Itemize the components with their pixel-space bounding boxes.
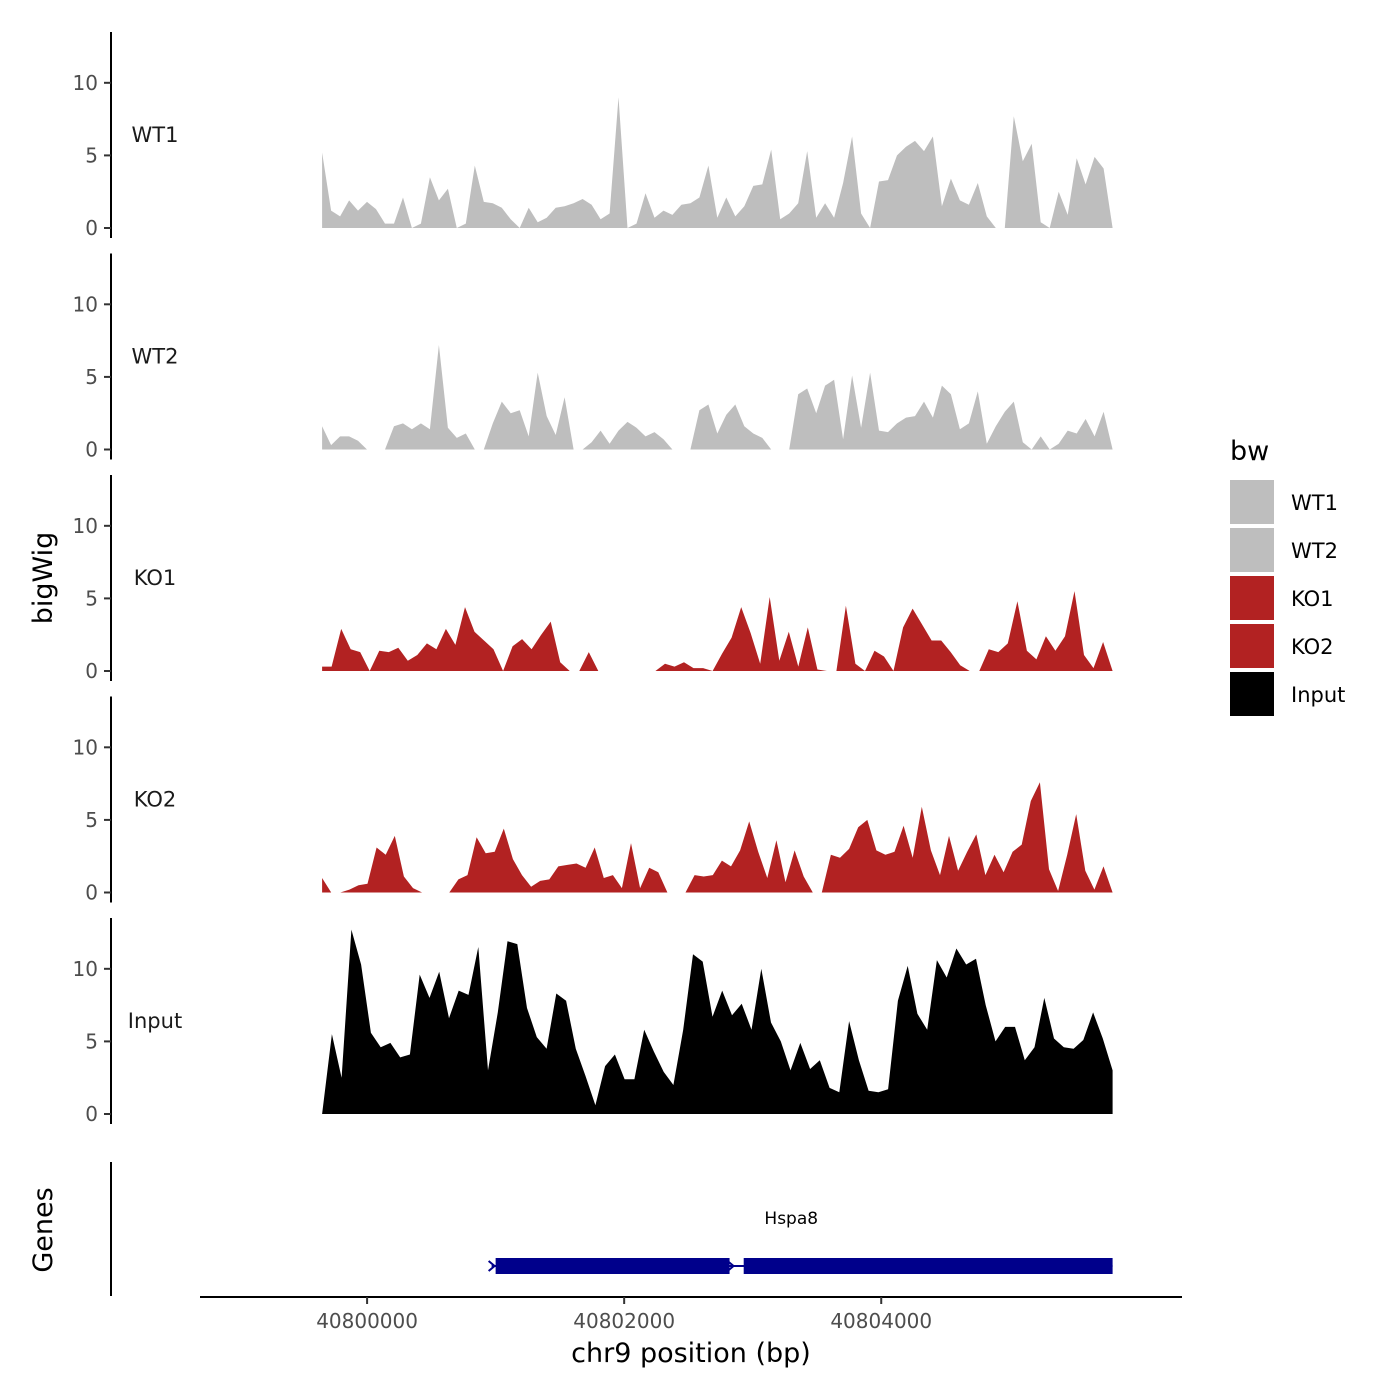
y-tick-label: 10 — [73, 957, 98, 981]
gene-exon-2 — [743, 1258, 1113, 1274]
y-tick-label: 10 — [73, 71, 98, 95]
track-ko1: 0 5 10 KO1 — [73, 475, 1113, 683]
legend-label: KO1 — [1291, 587, 1334, 611]
y-tick-label: 5 — [85, 365, 98, 389]
track-ko2: 0 5 10 KO2 — [73, 696, 1113, 905]
legend-entry: WT1 — [1230, 480, 1338, 524]
y-tick-label: 5 — [85, 586, 98, 610]
legend-swatch — [1230, 672, 1274, 716]
legend-label: Input — [1291, 683, 1345, 707]
legend-swatch — [1230, 480, 1274, 524]
gene-panel: Hspa8 — [110, 1162, 1113, 1296]
y-tick-label: 0 — [85, 216, 98, 240]
legend-label: KO2 — [1291, 635, 1334, 659]
y-tick-label: 5 — [85, 143, 98, 167]
legend-entry: WT2 — [1230, 528, 1338, 572]
track-label: KO2 — [134, 788, 177, 812]
x-tick-label: 40800000 — [316, 1309, 418, 1333]
legend: bw WT1 WT2 KO1 KO2 Input — [1230, 436, 1345, 716]
legend-swatch — [1230, 528, 1274, 572]
track-label: WT2 — [132, 345, 179, 369]
y-tick-label: 10 — [73, 292, 98, 316]
y-tick-label: 0 — [85, 1102, 98, 1126]
gene-label: Hspa8 — [764, 1209, 818, 1229]
y-tick-label: 0 — [85, 659, 98, 683]
legend-swatch — [1230, 576, 1274, 620]
signal-area-input — [322, 929, 1113, 1114]
legend-swatch — [1230, 624, 1274, 668]
track-label: WT1 — [132, 123, 179, 147]
legend-entry: KO2 — [1230, 624, 1334, 668]
signal-area-ko1 — [322, 591, 1113, 671]
legend-entry: KO1 — [1230, 576, 1334, 620]
track-label: Input — [128, 1009, 182, 1033]
track-label: KO1 — [134, 566, 177, 590]
y-tick-label: 10 — [73, 735, 98, 759]
y-tick-label: 10 — [73, 514, 98, 538]
y-tick-label: 0 — [85, 881, 98, 905]
signal-area-ko2 — [322, 782, 1113, 893]
gene-model — [487, 1258, 1113, 1274]
gene-exon-1 — [495, 1258, 730, 1274]
track-panels: 0 5 10 WT1 0 5 10 WT2 0 5 10 KO1 0 5 10 KO2 0 5 10 Input — [73, 32, 1113, 1126]
y-tick-label: 5 — [85, 808, 98, 832]
track-input: 0 5 10 Input — [73, 918, 1113, 1126]
y-axis-title: bigWig — [28, 532, 59, 625]
track-wt2: 0 5 10 WT2 — [73, 253, 1113, 462]
strand-arrow-icon — [726, 1260, 736, 1272]
strand-arrow-icon — [487, 1260, 497, 1272]
signal-area-wt1 — [322, 97, 1113, 228]
legend-title: bw — [1230, 436, 1269, 467]
y-tick-label: 5 — [85, 1029, 98, 1053]
y-tick-label: 0 — [85, 438, 98, 462]
legend-entry: Input — [1230, 672, 1345, 716]
track-wt1: 0 5 10 WT1 — [73, 32, 1113, 240]
legend-label: WT2 — [1291, 539, 1338, 563]
x-axis-title: chr9 position (bp) — [571, 1338, 811, 1369]
legend-label: WT1 — [1291, 491, 1338, 515]
x-tick-label: 40804000 — [830, 1309, 932, 1333]
x-axis: 40800000 40802000 40804000 chr9 position (… — [200, 1296, 1182, 1369]
x-tick-label: 40802000 — [573, 1309, 675, 1333]
signal-area-wt2 — [322, 345, 1113, 450]
genes-axis-title: Genes — [28, 1187, 59, 1272]
